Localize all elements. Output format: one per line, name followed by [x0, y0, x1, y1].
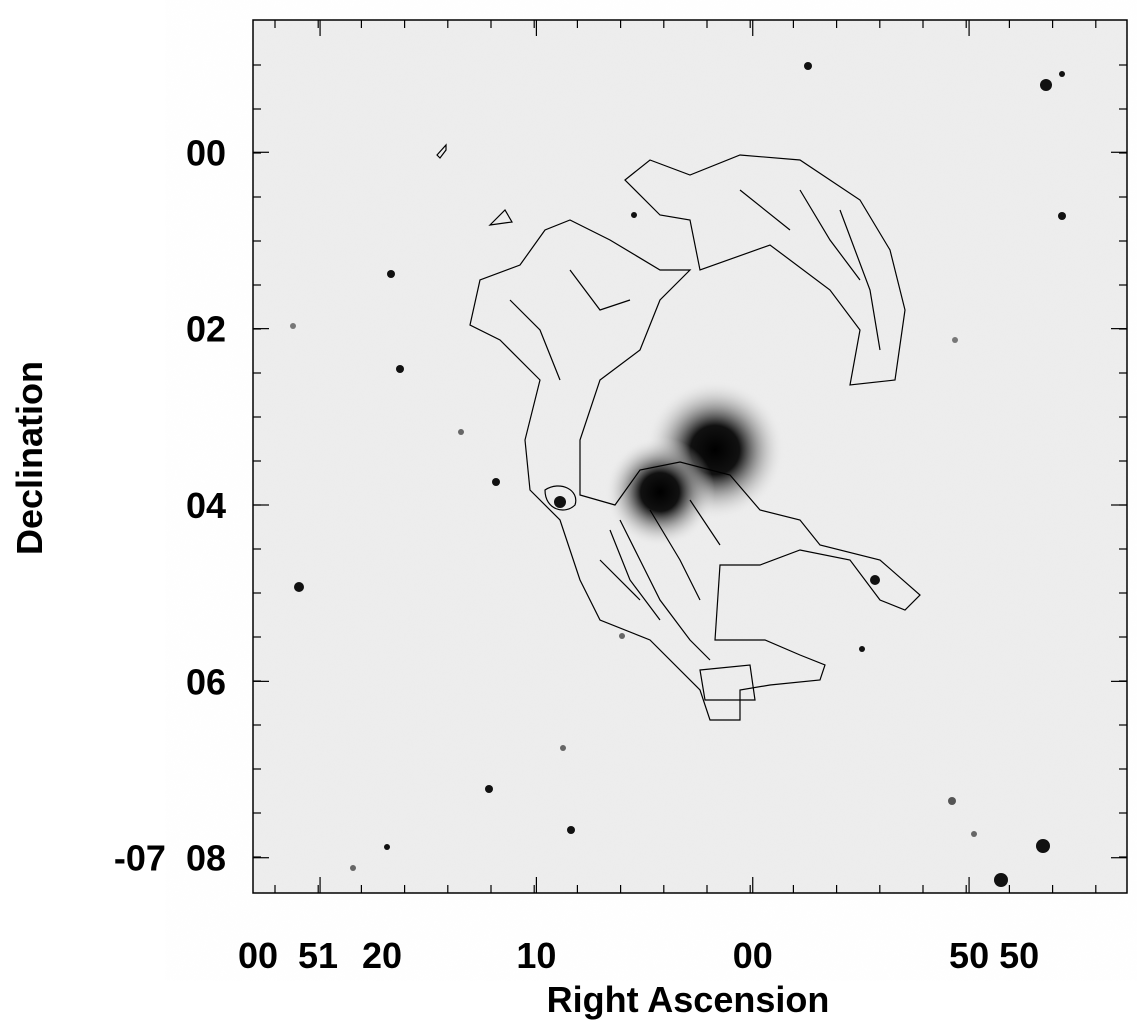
sky-image	[253, 20, 1127, 893]
y-tick-label: 00	[186, 132, 226, 173]
y-tick-label: 02	[186, 309, 226, 350]
x-tick-label: 20	[362, 935, 402, 976]
x-axis-label: Right Ascension	[547, 979, 830, 1020]
plot-frame	[252, 19, 1128, 894]
x-tick-label: 00	[733, 935, 773, 976]
y-tick-label: -07 08	[114, 838, 226, 879]
y-tick-label: 04	[186, 485, 226, 526]
x-tick-label: 50	[949, 935, 989, 976]
contours	[436, 143, 921, 721]
x-tick-prefix: 00 51	[238, 935, 338, 976]
y-tick-label: 06	[186, 661, 226, 702]
y-axis-label: Declination	[9, 361, 50, 555]
x-tick-prefix: 50	[999, 935, 1039, 976]
minor-ticks	[253, 20, 1127, 893]
x-tick-label: 10	[516, 935, 556, 976]
